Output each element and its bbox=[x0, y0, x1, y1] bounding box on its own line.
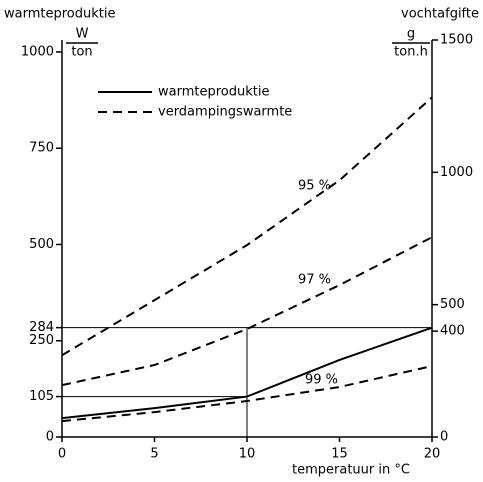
y-tick-label: 105 bbox=[29, 389, 54, 404]
series-line bbox=[61, 365, 433, 423]
y2-unit: g bbox=[407, 27, 415, 42]
x-tick-label: 10 bbox=[239, 447, 256, 462]
y-title: warmteproduktie bbox=[4, 7, 115, 22]
y2-title: vochtafgifte bbox=[401, 7, 479, 22]
legend-label: warmteproduktie bbox=[158, 85, 269, 100]
y-tick-label: 284 bbox=[29, 320, 54, 335]
x-tick-label: 15 bbox=[331, 447, 348, 462]
y-tick-label: 750 bbox=[29, 141, 54, 156]
y-tick-label: 1000 bbox=[21, 44, 54, 59]
curve-label: 99 % bbox=[305, 373, 338, 388]
y2-tick-label: 1500 bbox=[440, 33, 473, 48]
y-tick-label: 500 bbox=[29, 237, 54, 252]
y-unit: ton bbox=[71, 45, 92, 60]
y2-tick-label: 500 bbox=[440, 297, 465, 312]
y2-tick-label: 400 bbox=[440, 324, 465, 339]
y-tick-label: 0 bbox=[46, 430, 54, 445]
x-title: temperatuur in °C bbox=[292, 463, 410, 478]
y2-tick-label: 1000 bbox=[440, 165, 473, 180]
x-tick-label: 0 bbox=[58, 447, 66, 462]
y2-unit: ton.h bbox=[394, 45, 428, 60]
series-line bbox=[61, 326, 433, 420]
y-unit: W bbox=[76, 27, 89, 42]
curve-label: 95 % bbox=[298, 179, 331, 194]
series-line bbox=[61, 236, 433, 387]
series-line bbox=[61, 96, 433, 357]
x-tick-label: 5 bbox=[150, 447, 158, 462]
legend-label: verdampingswarmte bbox=[158, 105, 292, 120]
x-tick-label: 20 bbox=[424, 447, 441, 462]
curve-label: 97 % bbox=[298, 273, 331, 288]
y2-tick-label: 0 bbox=[440, 430, 448, 445]
y-tick-label: 250 bbox=[29, 333, 54, 348]
